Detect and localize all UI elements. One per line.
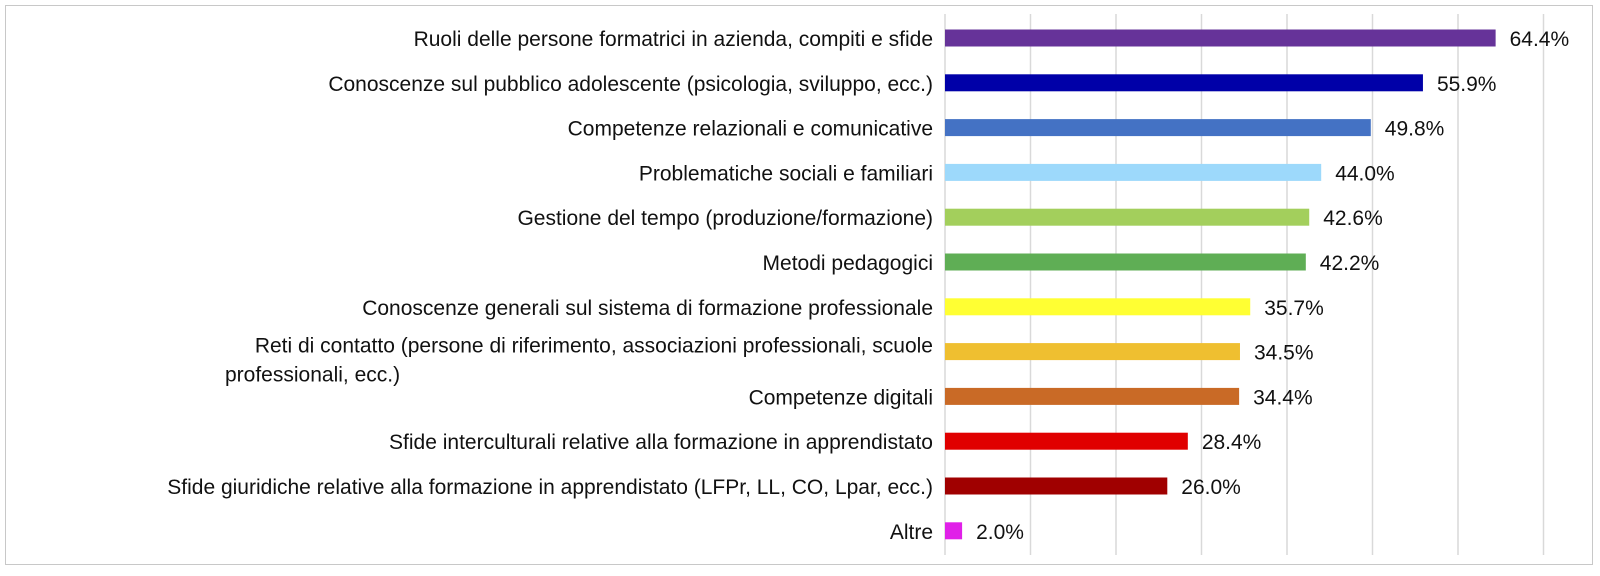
bar bbox=[945, 163, 1322, 181]
data-label: 2.0% bbox=[976, 521, 1024, 544]
category-label: Competenze digitali bbox=[749, 386, 933, 409]
data-label: 42.2% bbox=[1320, 252, 1380, 275]
category-label-continued: professionali, ecc.) bbox=[225, 364, 400, 387]
category-label: Metodi pedagogici bbox=[763, 252, 933, 275]
category-label: Problematiche sociali e familiari bbox=[639, 162, 933, 185]
bar bbox=[945, 29, 1496, 47]
bar bbox=[945, 387, 1240, 405]
bar bbox=[945, 208, 1310, 226]
data-label: 35.7% bbox=[1264, 297, 1324, 320]
data-label: 42.6% bbox=[1323, 207, 1383, 230]
bar bbox=[945, 119, 1371, 137]
bar bbox=[945, 253, 1306, 271]
data-label: 26.0% bbox=[1181, 476, 1241, 499]
category-label: Ruoli delle persone formatrici in aziend… bbox=[414, 28, 933, 51]
category-label: Conoscenze generali sul sistema di forma… bbox=[362, 297, 933, 320]
bar bbox=[945, 298, 1251, 316]
category-label: Reti di contatto (persone di riferimento… bbox=[255, 335, 933, 358]
category-label: Altre bbox=[890, 521, 933, 544]
bar bbox=[945, 74, 1423, 92]
data-label: 64.4% bbox=[1510, 28, 1570, 51]
data-label: 34.5% bbox=[1254, 342, 1314, 365]
data-label: 49.8% bbox=[1385, 118, 1445, 141]
bar bbox=[945, 343, 1240, 361]
gridlines bbox=[944, 14, 1545, 555]
bar bbox=[945, 432, 1188, 450]
bar bbox=[945, 522, 963, 540]
chart-frame bbox=[5, 5, 1593, 565]
category-label: Competenze relazionali e comunicative bbox=[568, 118, 933, 141]
data-label: 34.4% bbox=[1253, 386, 1313, 409]
category-label: Sfide interculturali relative alla forma… bbox=[389, 431, 933, 454]
data-label: 44.0% bbox=[1335, 162, 1395, 185]
category-label: Sfide giuridiche relative alla formazion… bbox=[167, 476, 933, 499]
bar bbox=[945, 477, 1168, 495]
data-label: 28.4% bbox=[1202, 431, 1262, 454]
data-label: 55.9% bbox=[1437, 73, 1497, 96]
category-label: Conoscenze sul pubblico adolescente (psi… bbox=[328, 73, 933, 96]
category-label: Gestione del tempo (produzione/formazion… bbox=[517, 207, 933, 230]
